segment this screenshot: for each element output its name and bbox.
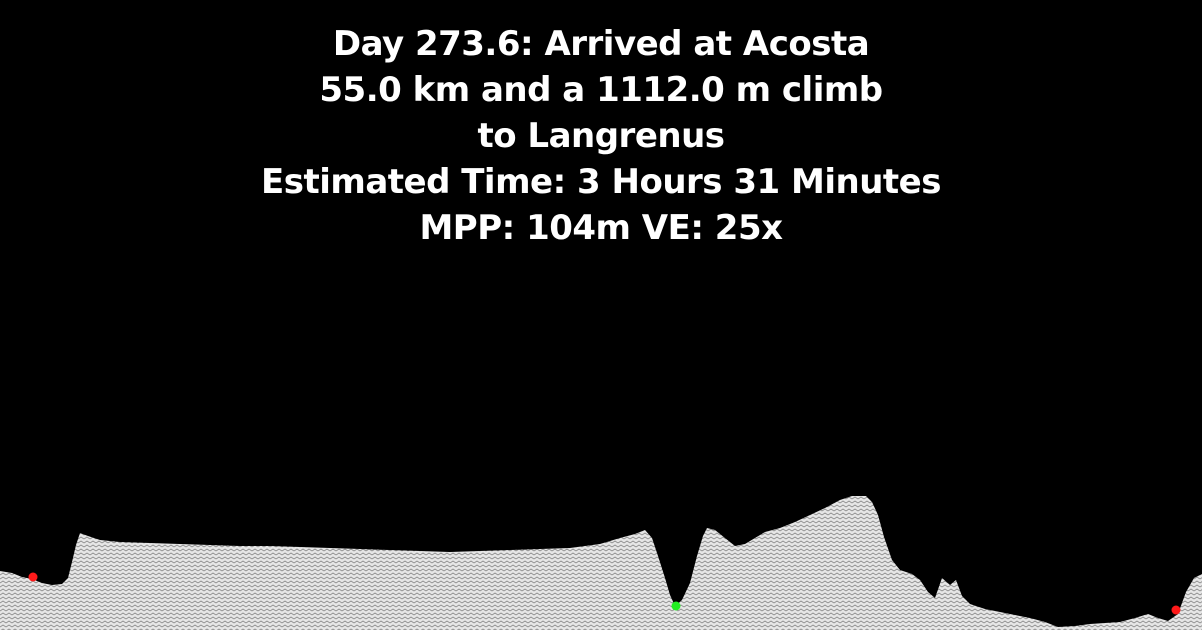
- destination-text: to Langrenus: [477, 116, 725, 156]
- distance-climb-text: 55.0 km and a 1112.0 m climb: [319, 70, 883, 110]
- scale-info-text: MPP: 104m VE: 25x: [419, 208, 783, 248]
- estimated-time-text: Estimated Time: 3 Hours 31 Minutes: [261, 162, 941, 202]
- terrain-profile: [0, 496, 1202, 630]
- waypoint-marker-end: [1171, 605, 1181, 615]
- arrival-status-text: Day 273.6: Arrived at Acosta: [332, 24, 870, 64]
- status-caption: Day 273.6: Arrived at Acosta 55.0 km and…: [0, 21, 1202, 251]
- current-position-marker: [671, 601, 681, 611]
- waypoint-marker-start: [28, 572, 38, 582]
